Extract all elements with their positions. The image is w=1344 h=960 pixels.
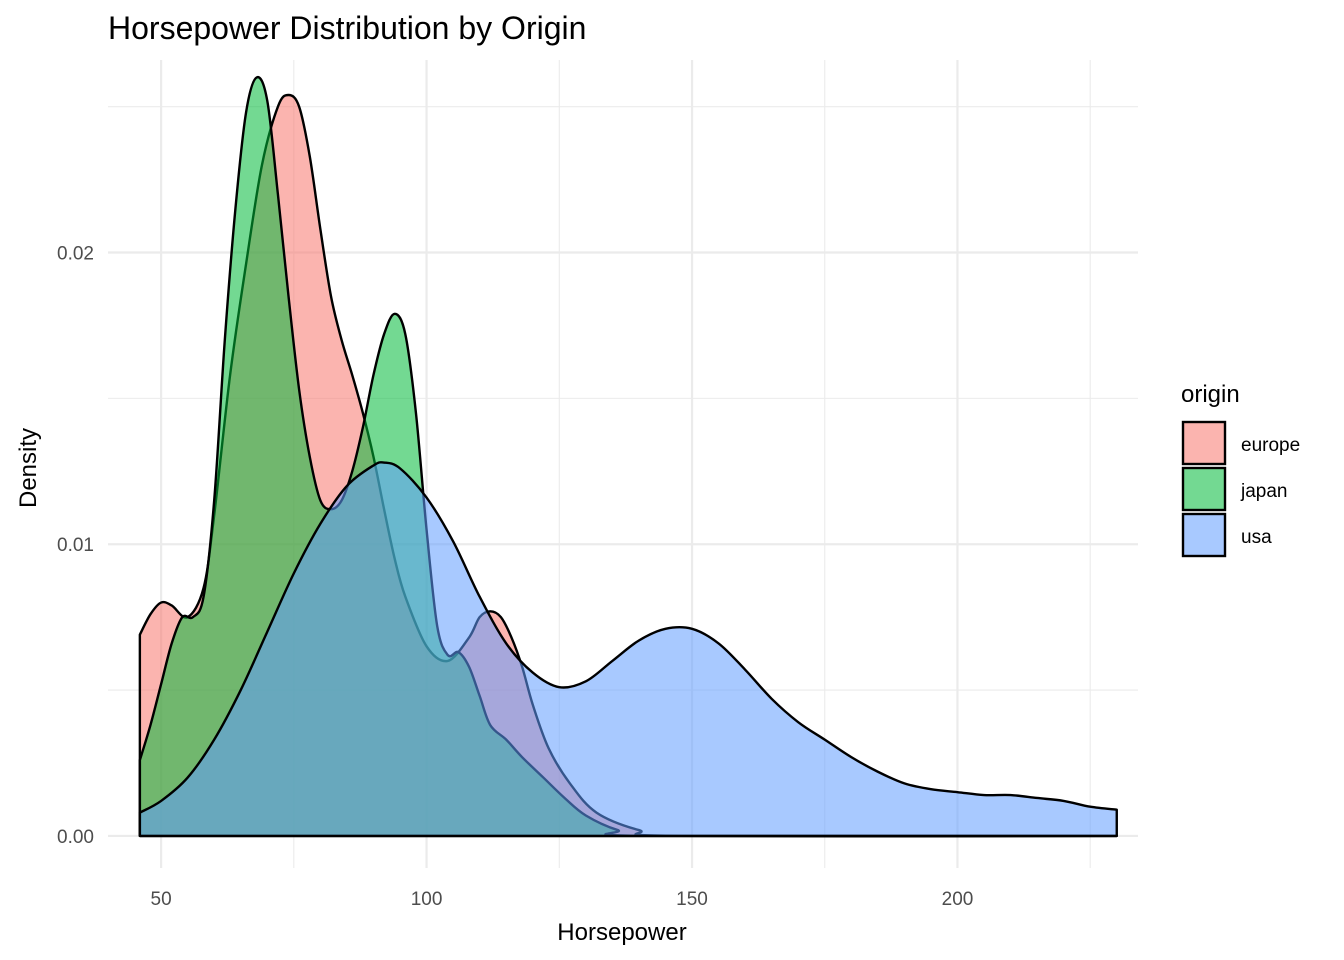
chart-title: Horsepower Distribution by Origin xyxy=(108,10,586,46)
x-tick-label: 100 xyxy=(411,889,443,910)
legend-item-japan: japan xyxy=(1181,466,1288,512)
y-tick-label: 0.02 xyxy=(57,244,94,265)
x-axis-title: Horsepower xyxy=(557,919,686,946)
legend-label-japan: japan xyxy=(1240,481,1288,502)
y-axis-ticks: 0.00 0.01 0.02 xyxy=(57,244,94,848)
legend-item-europe: europe xyxy=(1181,420,1300,466)
legend-key-usa xyxy=(1181,512,1227,558)
x-tick-label: 150 xyxy=(676,889,708,910)
legend-item-usa: usa xyxy=(1181,512,1272,558)
y-axis-title: Density xyxy=(15,428,42,508)
legend: origin europe japan usa xyxy=(1181,381,1300,558)
legend-label-usa: usa xyxy=(1241,527,1272,548)
y-tick-label: 0.00 xyxy=(57,827,94,848)
x-tick-label: 50 xyxy=(151,889,172,910)
density-area-usa xyxy=(138,461,1118,838)
legend-key-europe xyxy=(1181,420,1227,466)
legend-key-japan xyxy=(1181,466,1227,512)
x-axis-ticks: 50 100 150 200 xyxy=(151,889,974,910)
density-areas xyxy=(138,75,1118,838)
legend-label-europe: europe xyxy=(1241,435,1300,456)
x-tick-label: 200 xyxy=(942,889,974,910)
legend-title: origin xyxy=(1181,381,1240,408)
legend-items: europe japan usa xyxy=(1181,420,1300,558)
y-tick-label: 0.01 xyxy=(57,535,94,556)
